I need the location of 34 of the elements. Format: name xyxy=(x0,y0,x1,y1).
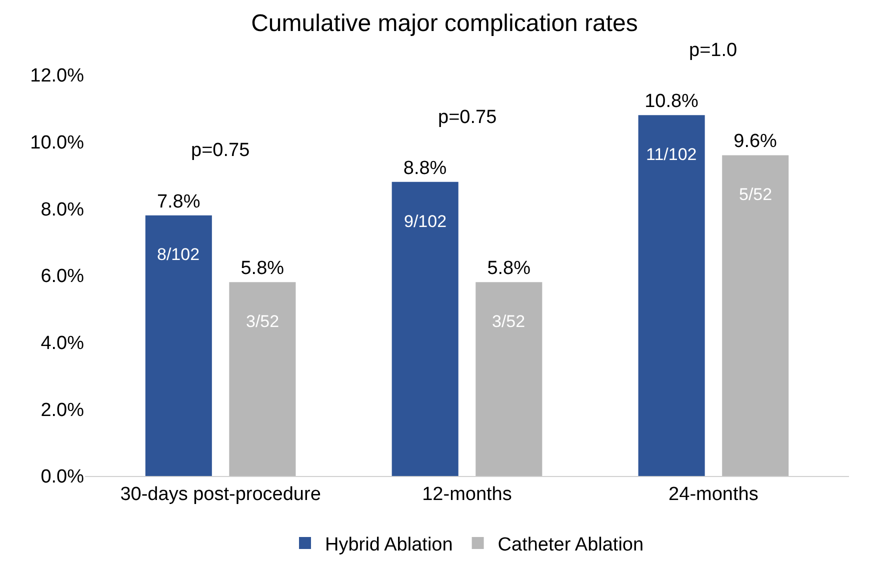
annotation: 8/102 xyxy=(157,245,200,264)
bar xyxy=(145,215,212,476)
x-tick-label: 30-days post-procedure xyxy=(120,484,321,505)
legend-label: Hybrid Ablation xyxy=(325,534,453,556)
y-tick-label: 6.0% xyxy=(40,266,84,288)
data-label: 5.8% xyxy=(487,258,531,280)
x-tick-label: 12-months xyxy=(422,484,512,505)
data-label: 9.6% xyxy=(734,131,778,152)
annotation: 5/52 xyxy=(739,185,772,204)
annotation: 9/102 xyxy=(404,212,447,231)
y-tick-label: 12.0% xyxy=(30,66,84,87)
data-label: 10.8% xyxy=(644,91,699,112)
annotation: 3/52 xyxy=(492,312,526,331)
x-tick-label: 24-months xyxy=(668,484,758,505)
y-tick-label: 4.0% xyxy=(40,332,84,354)
chart-title: Cumulative major complication rates xyxy=(251,10,638,38)
bar xyxy=(392,182,458,476)
legend-label: Catheter Ablation xyxy=(498,534,644,556)
y-tick-label: 10.0% xyxy=(30,132,84,154)
text: p=1.0 xyxy=(689,40,738,61)
y-tick-label: 8.0% xyxy=(40,199,84,220)
bar xyxy=(638,115,705,476)
annotation: 3/52 xyxy=(246,312,280,331)
y-tick-label: 0.0% xyxy=(40,466,84,488)
annotation: p=0.75 xyxy=(438,107,497,128)
y-tick-label: 2.0% xyxy=(40,400,84,421)
bar xyxy=(229,282,296,476)
bar xyxy=(476,282,542,476)
annotation: 11/102 xyxy=(646,145,697,164)
data-label: 8.8% xyxy=(403,158,447,179)
bar xyxy=(722,155,789,476)
annotation: p=0.75 xyxy=(191,140,250,161)
data-label: 7.8% xyxy=(156,191,200,212)
data-label: 5.8% xyxy=(240,258,284,280)
